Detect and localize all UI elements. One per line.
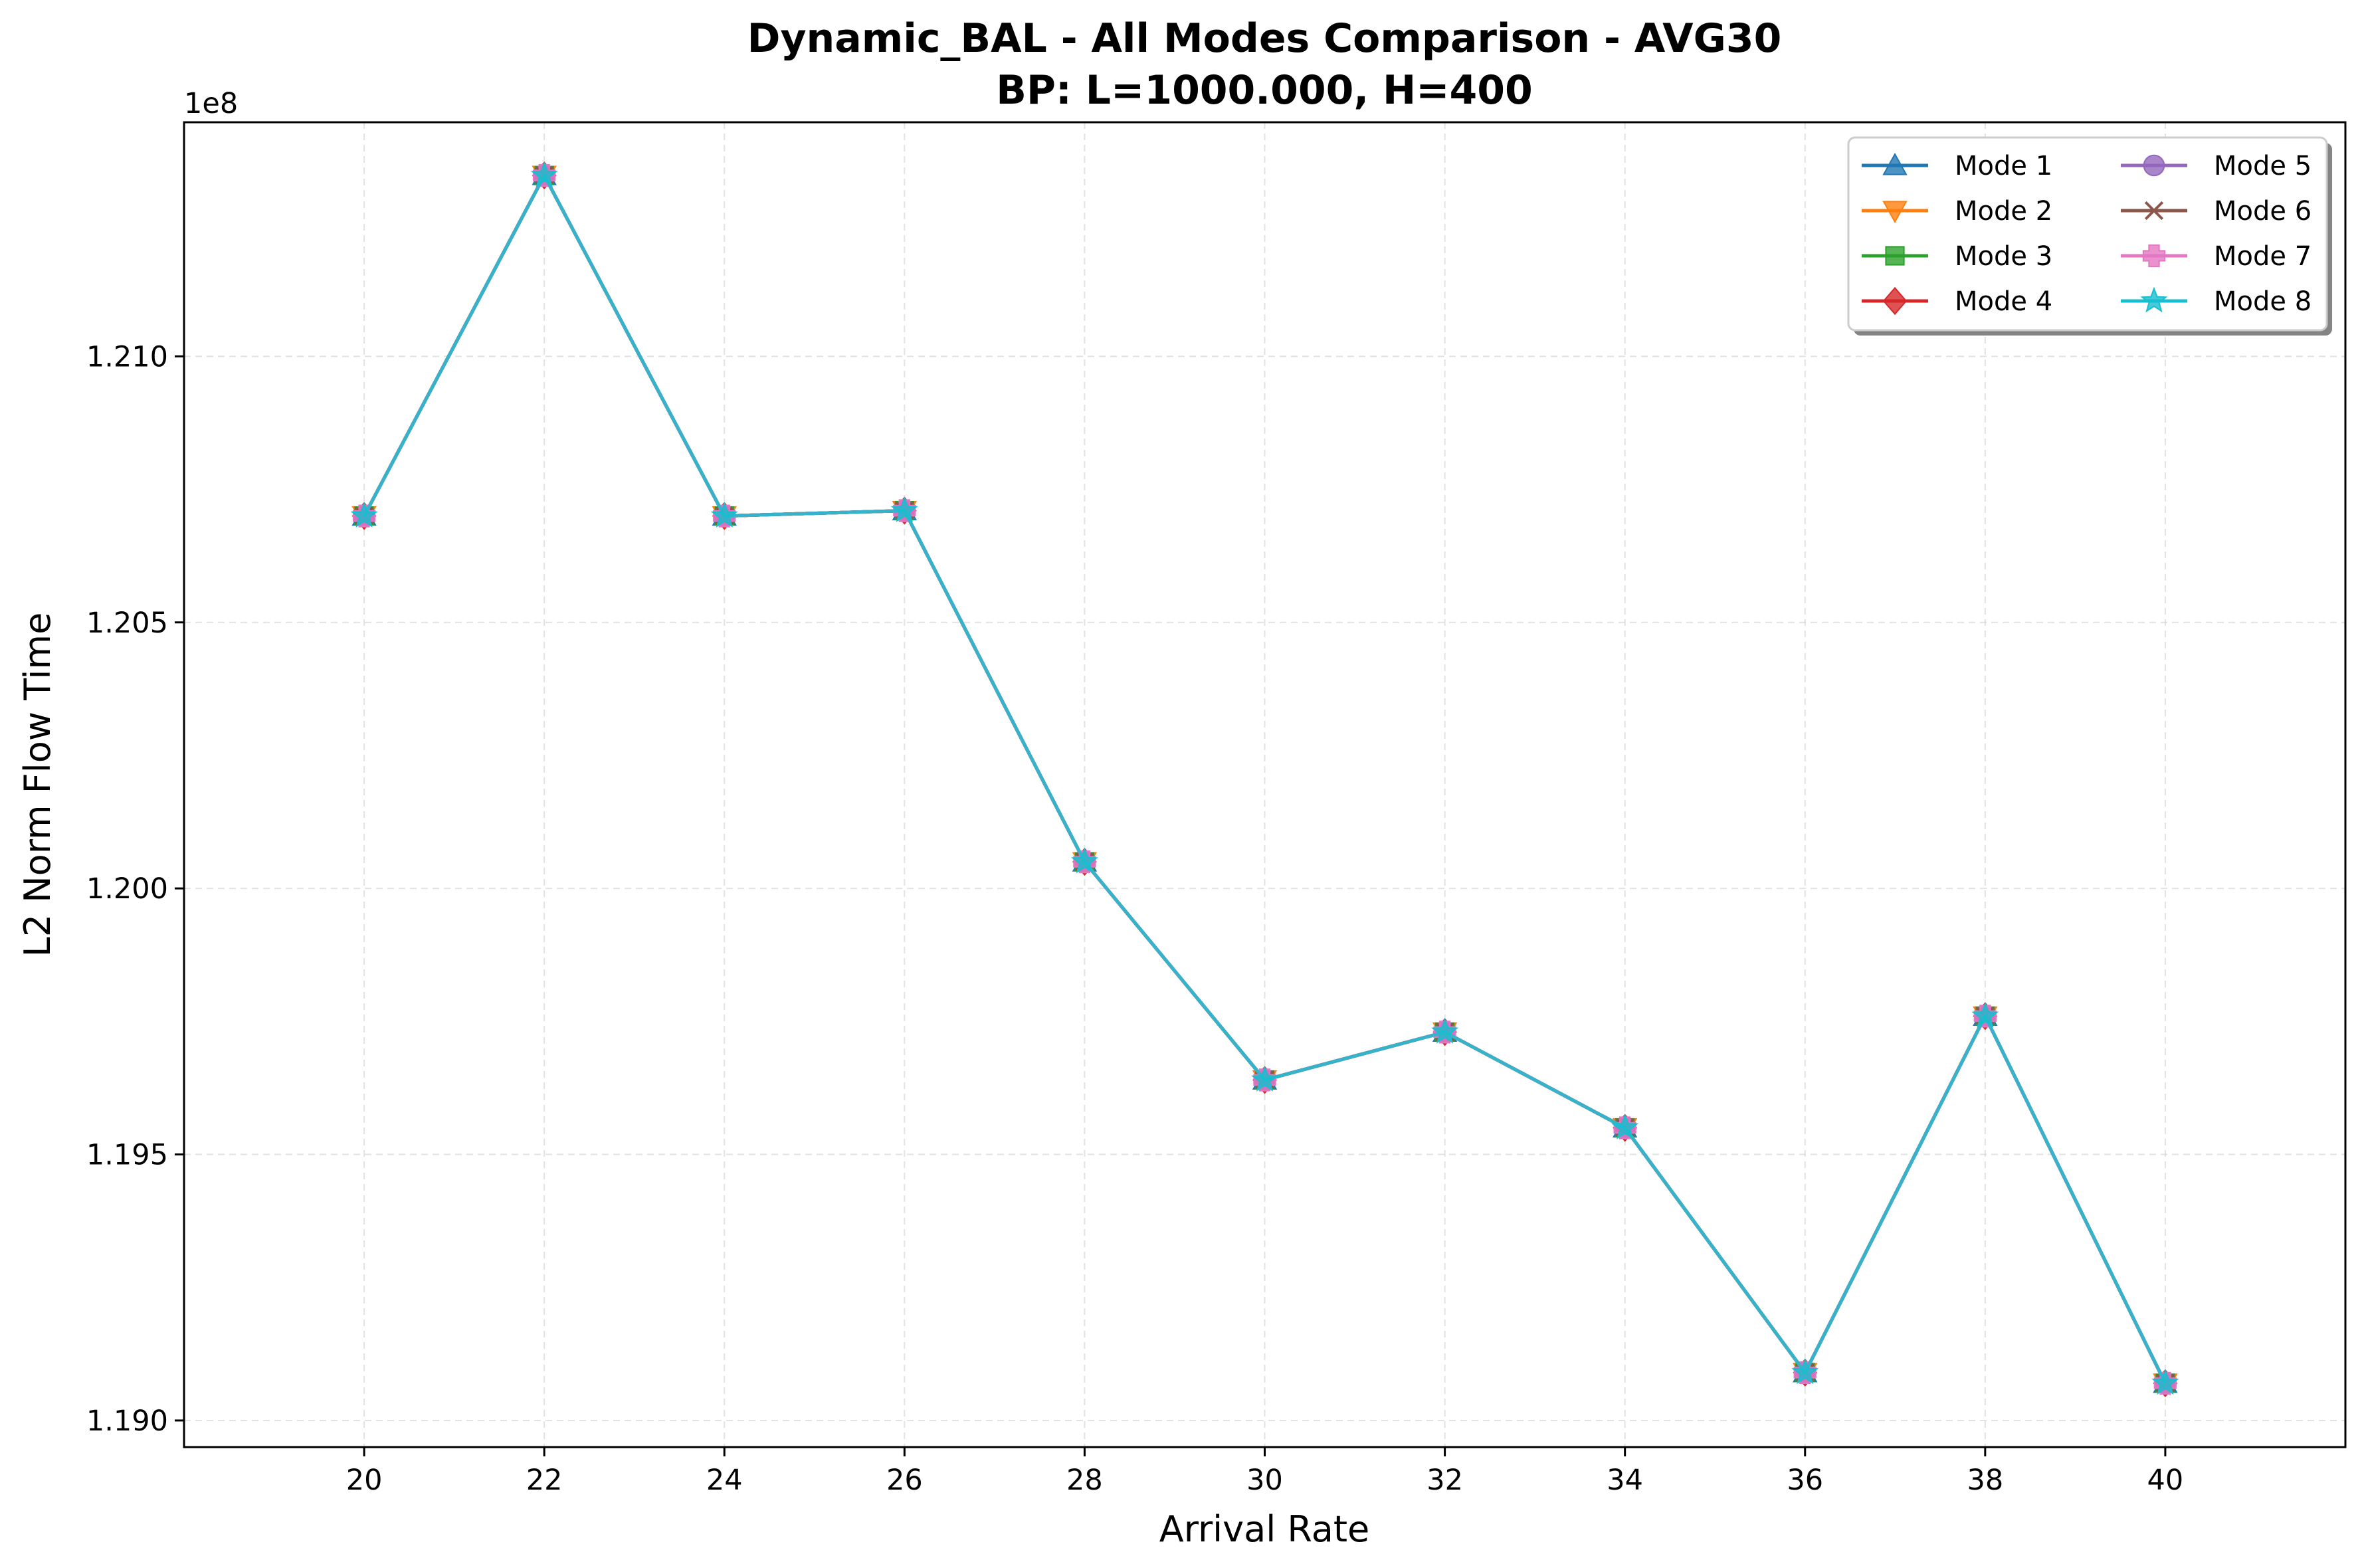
x-tick-label: 30 [1246,1464,1283,1497]
chart-subtitle: BP: L=1000.000, H=400 [996,67,1533,114]
series-8 [350,161,2179,1395]
legend-marker [2140,286,2168,313]
data-point [710,502,738,528]
data-point [350,502,378,528]
legend-marker [1885,246,1905,266]
y-tick-label: 1.195 [86,1139,168,1172]
x-tick-label: 34 [1607,1464,1643,1497]
x-tick-label: 24 [706,1464,743,1497]
chart-title: Dynamic_BAL - All Modes Comparison - AVG… [747,15,1782,62]
legend-item: Mode 6 [2121,196,2311,227]
legend-marker [1882,152,1908,175]
data-point [890,496,918,523]
data-point [1791,1358,1819,1385]
x-tick-label: 28 [1066,1464,1103,1497]
legend-label: Mode 5 [2214,151,2311,181]
series-group [350,161,2179,1397]
x-tick-label: 26 [886,1464,923,1497]
legend-box [1847,136,2328,332]
y-tick-label: 1.210 [86,340,168,373]
legend-item: Mode 5 [2121,151,2311,181]
legend-item: Mode 4 [1862,286,2052,317]
y-tick-label: 1.200 [86,872,168,906]
legend-label: Mode 1 [1955,151,2052,181]
legend-label: Mode 6 [2214,196,2311,227]
data-point [1971,1001,1999,1028]
x-tick-label: 20 [346,1464,383,1497]
legend-item: Mode 7 [2121,241,2311,272]
legend-label: Mode 3 [1955,241,2052,272]
legend-label: Mode 7 [2214,241,2311,272]
x-tick-label: 22 [526,1464,563,1497]
legend-marker [2144,201,2164,221]
x-tick-label: 38 [1967,1464,2003,1497]
legend-label: Mode 4 [1955,286,2052,317]
legend-item: Mode 8 [2121,286,2311,317]
x-tick-label: 40 [2147,1464,2184,1497]
legend-label: Mode 8 [2214,286,2311,317]
x-tick-label: 36 [1787,1464,1823,1497]
data-point [1250,1065,1279,1092]
legend-item: Mode 2 [1862,196,2052,227]
legend-marker [2142,244,2166,268]
axes: 20 22 24 26 28 30 32 34 36 38 40 1.190 1.195 1.200 1.2… [86,340,2183,1497]
x-axis-label: Arrival Rate [1159,1508,1369,1550]
data-point [2151,1369,2179,1395]
grid [184,122,2345,1447]
data-point [1431,1017,1459,1044]
legend-item: Mode 1 [1862,151,2052,181]
legend-marker [1882,201,1908,224]
y-tick-label: 1.205 [86,607,168,640]
data-point [1611,1113,1639,1139]
legend: Mode 1 Mode 2 Mode 3 Mode 4 Mode 5 Mode 6 Mode… [1847,136,2332,336]
legend-item: Mode 3 [1862,241,2052,272]
legend-marker [2143,154,2165,177]
y-axis-label: L2 Norm Flow Time [17,613,58,957]
data-point [1070,847,1098,874]
x-tick-label: 32 [1426,1464,1463,1497]
legend-label: Mode 2 [1955,196,2052,227]
y-tick-label: 1.190 [86,1405,168,1438]
y-offset-label: 1e8 [184,87,238,120]
legend-marker [1882,286,1908,316]
data-point [530,161,558,187]
